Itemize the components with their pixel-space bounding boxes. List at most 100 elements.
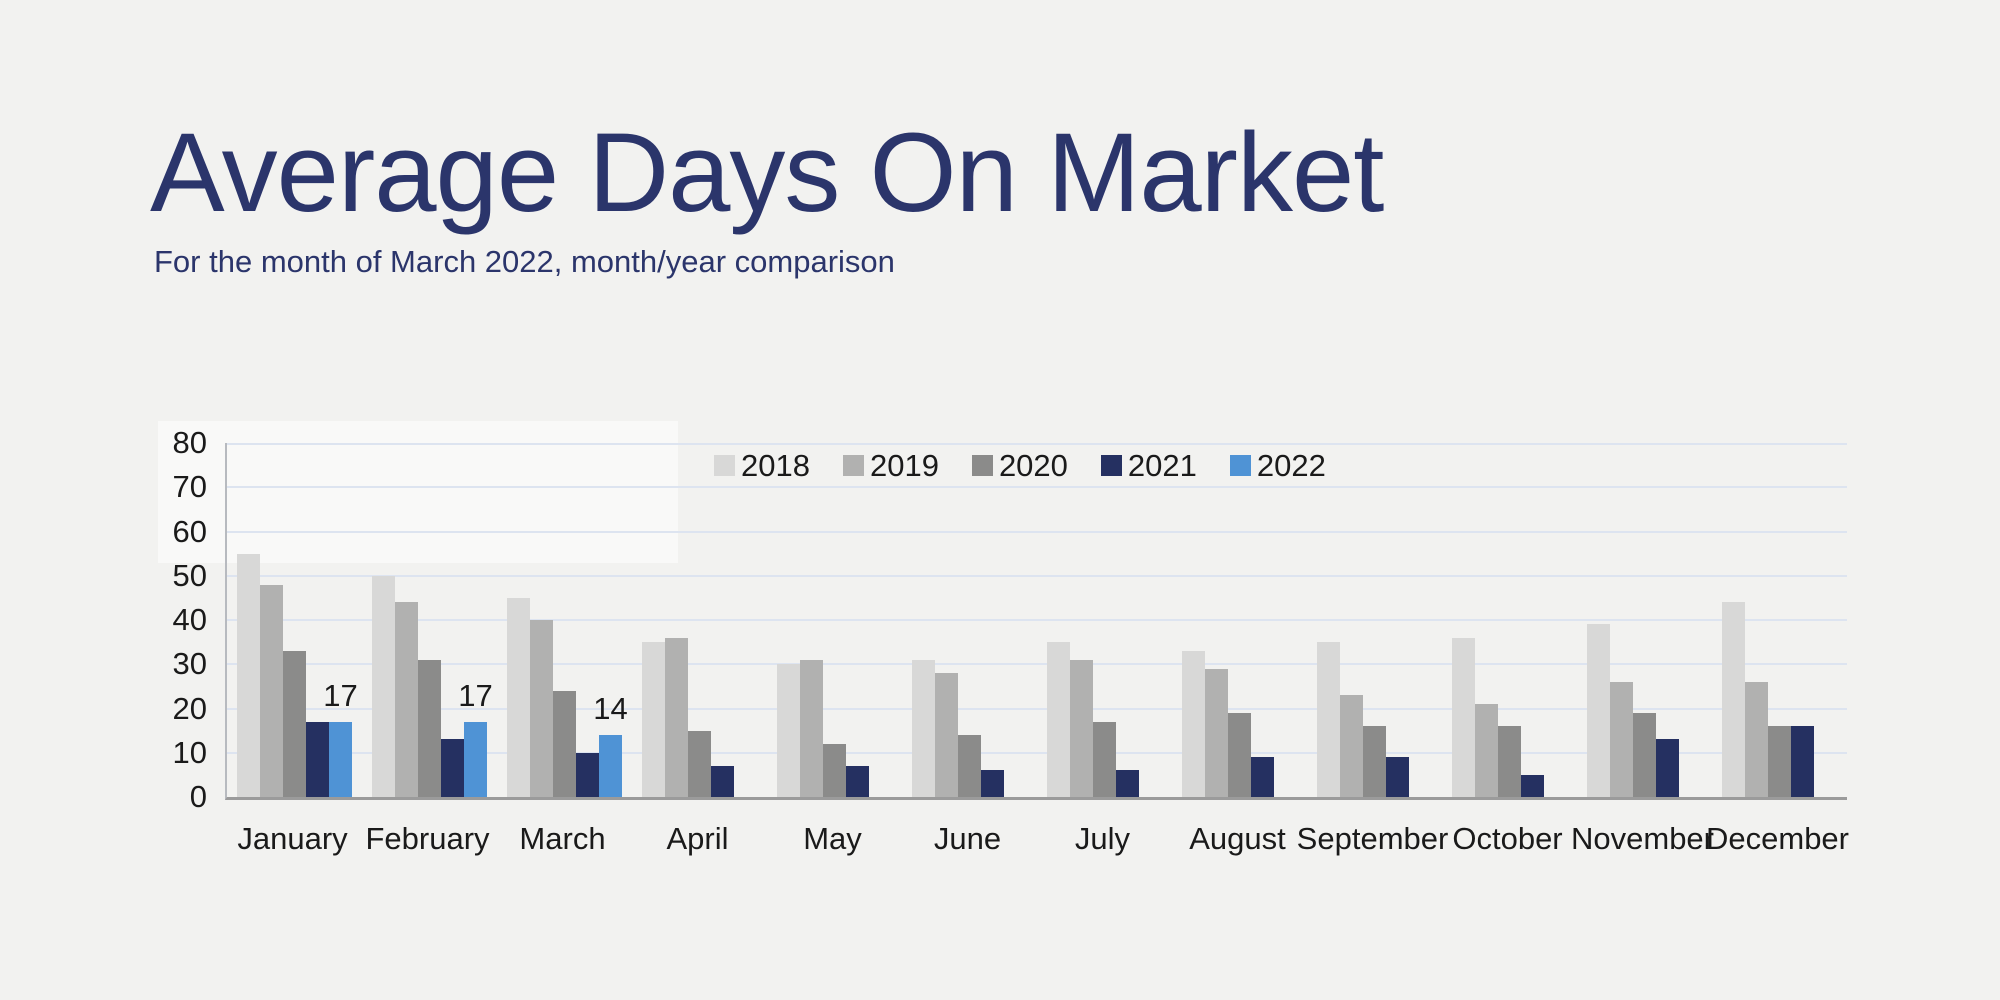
legend-item-2021: 2021 [1100, 448, 1197, 483]
legend-swatch-icon [1100, 455, 1122, 476]
x-axis: January February March April May June July Augu… [225, 797, 1849, 857]
x-axis-tick-label: March [519, 821, 606, 856]
bar-2021-may [846, 766, 869, 797]
bar-2020-november [1633, 712, 1656, 797]
y-axis-tick-label: 60 [172, 513, 207, 549]
bar-2022-january: 17 [323, 678, 358, 797]
x-axis-tick-label: February [365, 821, 490, 856]
x-axis-tick-label: January [237, 821, 348, 856]
legend-swatch-icon [971, 455, 993, 476]
gridline [227, 751, 1847, 754]
y-axis: 80 70 60 50 40 30 20 10 0 [0, 425, 207, 814]
legend-label: 2021 [1127, 448, 1197, 483]
gridline [227, 443, 1847, 445]
bar-2019-february [395, 602, 418, 797]
bar-2021-july [1116, 770, 1139, 797]
bar-2018-june [912, 659, 935, 797]
bar-2018-october [1452, 637, 1475, 797]
bar-group-february: 17 [362, 443, 497, 797]
data-label: 17 [323, 677, 358, 713]
legend-item-2020: 2020 [971, 450, 1068, 481]
bar-2021-march [576, 752, 599, 797]
bar-2020-february [418, 659, 441, 797]
plot-area: 2018 2019 2020 2021 2022 17 17 14 [225, 443, 1847, 800]
bar-2021-december [1791, 726, 1814, 797]
legend-label: 2018 [741, 448, 810, 483]
bar-group-january: 17 [227, 443, 362, 797]
page-subtitle: For the month of March 2022, month/year … [154, 244, 895, 279]
bar-group-august [1172, 443, 1307, 797]
bar-2021-june [981, 770, 1004, 797]
bar-2021-september [1386, 757, 1409, 797]
bar-2020-march [553, 690, 576, 797]
bar-group-june [902, 443, 1037, 797]
bar-2019-march [530, 620, 553, 797]
bar-2020-october [1498, 726, 1521, 797]
gridline [227, 663, 1847, 666]
bar-group-july [1037, 443, 1172, 797]
bar-2018-may [777, 664, 800, 797]
bar-2018-july [1047, 642, 1070, 797]
y-axis-tick-label: 70 [172, 469, 207, 505]
x-axis-tick-label: November [1571, 821, 1714, 856]
x-axis-tick-label: August [1189, 821, 1286, 856]
legend-label: 2019 [869, 448, 939, 483]
x-axis-tick-label: June [933, 821, 1002, 856]
bar-group-september [1307, 443, 1442, 797]
bar-2018-december [1722, 602, 1745, 797]
bar-group-october [1442, 443, 1577, 797]
bar-2019-january [260, 584, 283, 797]
bar-2020-january [283, 650, 306, 797]
bar-2019-november [1610, 681, 1633, 797]
y-axis-tick-label: 10 [172, 734, 207, 770]
legend-swatch-icon [1229, 455, 1251, 476]
legend-label: 2022 [1256, 448, 1326, 483]
bar-2019-december [1745, 681, 1768, 797]
legend-item-2022: 2022 [1229, 448, 1326, 483]
bar-2019-april [665, 637, 688, 797]
y-axis-tick-label: 50 [172, 557, 207, 593]
x-axis-tick-label: December [1706, 821, 1849, 856]
bar-2019-october [1475, 704, 1498, 797]
bar-2018-august [1182, 650, 1205, 797]
bar-2018-september [1317, 642, 1340, 797]
bar-2022-february: 17 [458, 678, 493, 797]
legend-item-2019: 2019 [842, 448, 939, 483]
x-axis-tick-label: October [1452, 821, 1563, 856]
gridline [227, 486, 1847, 489]
bar-2021-october [1521, 774, 1544, 797]
legend-item-2018: 2018 [714, 450, 810, 481]
legend-swatch-icon [842, 455, 864, 476]
bar-2020-september [1363, 726, 1386, 797]
x-axis-tick-label: May [803, 821, 862, 856]
bar-group-may [767, 443, 902, 797]
gridline [227, 574, 1847, 577]
data-label: 17 [458, 677, 493, 713]
y-axis-tick-label: 0 [189, 779, 207, 814]
x-axis-tick-label: September [1296, 821, 1449, 856]
bar-2020-may [823, 743, 846, 797]
y-axis-tick-label: 20 [172, 690, 207, 726]
bar-2020-december [1768, 726, 1791, 797]
gridline [227, 707, 1847, 710]
bar-2019-may [800, 659, 823, 797]
x-axis-tick-label: April [666, 821, 729, 856]
data-label: 14 [593, 691, 628, 727]
gridline [227, 619, 1847, 621]
bar-group-december [1712, 443, 1847, 797]
bar-2018-april [642, 642, 665, 797]
bar-2021-november [1656, 739, 1679, 797]
bar-2019-september [1340, 695, 1363, 797]
bar-2022-march: 14 [593, 691, 628, 797]
bar-group-march: 14 [497, 443, 632, 797]
bar-2019-august [1205, 668, 1228, 797]
bar-2020-april [688, 730, 711, 797]
bar-2021-august [1251, 757, 1274, 797]
x-axis-tick-label: July [1074, 821, 1131, 856]
bar-2018-march [507, 597, 530, 797]
bar-2020-august [1228, 712, 1251, 797]
bar-2020-july [1093, 721, 1116, 797]
bar-2018-january [237, 553, 260, 797]
bar-2020-june [958, 735, 981, 797]
